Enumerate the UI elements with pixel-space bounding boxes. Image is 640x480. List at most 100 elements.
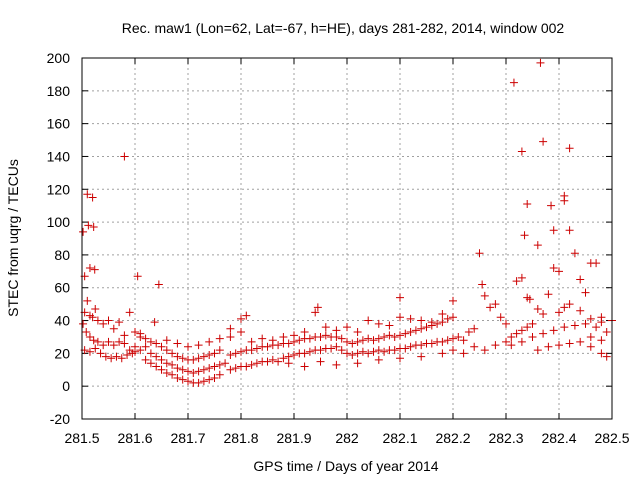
data-point bbox=[396, 293, 404, 302]
data-point bbox=[396, 331, 404, 340]
data-point bbox=[221, 359, 230, 368]
data-point bbox=[88, 193, 97, 202]
data-point bbox=[247, 346, 256, 355]
data-point bbox=[533, 346, 542, 355]
data-point bbox=[168, 349, 177, 358]
data-point bbox=[290, 351, 298, 360]
data-point bbox=[523, 293, 532, 302]
data-point bbox=[205, 337, 214, 346]
data-point bbox=[91, 344, 100, 353]
data-point bbox=[570, 321, 579, 330]
data-point bbox=[146, 359, 155, 368]
data-point bbox=[369, 336, 378, 345]
data-point bbox=[528, 332, 537, 341]
data-point bbox=[189, 355, 198, 364]
data-point bbox=[358, 347, 367, 356]
data-point bbox=[337, 334, 346, 343]
x-tick-label: 282.5 bbox=[594, 430, 629, 446]
data-point bbox=[104, 316, 113, 325]
x-tick-label: 282.2 bbox=[435, 430, 470, 446]
data-point bbox=[194, 341, 203, 350]
data-point bbox=[178, 365, 187, 374]
data-point bbox=[533, 305, 542, 314]
data-point bbox=[279, 332, 288, 341]
data-point bbox=[528, 319, 537, 328]
data-point bbox=[152, 352, 161, 361]
data-point bbox=[274, 341, 283, 350]
data-point bbox=[422, 323, 431, 332]
data-point bbox=[502, 337, 510, 346]
data-point bbox=[178, 354, 187, 363]
data-point bbox=[565, 226, 574, 235]
data-point bbox=[91, 305, 100, 314]
data-point bbox=[385, 331, 394, 340]
data-point bbox=[96, 349, 105, 358]
data-point bbox=[210, 373, 219, 382]
data-point bbox=[99, 319, 108, 328]
data-point bbox=[189, 369, 198, 378]
data-point bbox=[517, 326, 526, 335]
chart-title: Rec. maw1 (Lon=62, Lat=-67, h=HE), days … bbox=[122, 20, 565, 36]
data-point bbox=[549, 226, 558, 235]
data-point bbox=[417, 316, 426, 325]
data-point bbox=[79, 227, 88, 236]
data-point bbox=[565, 300, 574, 309]
data-point bbox=[536, 58, 545, 67]
data-point bbox=[141, 342, 150, 351]
x-tick-label: 281.7 bbox=[170, 430, 205, 446]
data-point bbox=[417, 324, 426, 333]
data-point bbox=[478, 280, 487, 289]
data-point bbox=[321, 331, 330, 340]
data-point bbox=[305, 347, 314, 356]
data-point bbox=[353, 328, 362, 337]
data-point bbox=[539, 309, 548, 318]
plot-frame bbox=[81, 57, 613, 420]
data-point bbox=[268, 336, 277, 345]
data-point bbox=[141, 334, 150, 343]
data-point bbox=[364, 316, 373, 325]
data-point bbox=[523, 323, 532, 332]
data-point bbox=[555, 308, 563, 317]
data-point bbox=[237, 314, 245, 323]
data-point bbox=[146, 337, 155, 346]
data-point bbox=[581, 319, 590, 328]
y-tick-label: 40 bbox=[54, 313, 70, 329]
data-point bbox=[99, 341, 108, 350]
data-point bbox=[602, 352, 611, 361]
data-point bbox=[539, 137, 548, 146]
data-point bbox=[332, 326, 341, 335]
data-point bbox=[406, 328, 415, 337]
data-point bbox=[449, 334, 457, 343]
data-point bbox=[300, 349, 309, 358]
data-point bbox=[205, 351, 214, 360]
data-point bbox=[226, 332, 235, 341]
data-point bbox=[123, 351, 132, 360]
data-point bbox=[247, 360, 256, 369]
data-point bbox=[470, 342, 479, 351]
data-point bbox=[157, 342, 166, 351]
data-point bbox=[93, 337, 102, 346]
data-point bbox=[162, 346, 171, 355]
data-point bbox=[231, 364, 240, 373]
data-point bbox=[313, 303, 322, 312]
data-point bbox=[237, 328, 245, 337]
data-point bbox=[348, 351, 357, 360]
data-point bbox=[470, 324, 479, 333]
data-point bbox=[327, 344, 336, 353]
data-point bbox=[459, 349, 468, 358]
data-point bbox=[449, 296, 457, 305]
data-point bbox=[438, 337, 447, 346]
data-point bbox=[316, 332, 325, 341]
data-point bbox=[406, 342, 415, 351]
data-point bbox=[544, 342, 553, 351]
x-tick-label: 282 bbox=[335, 430, 359, 446]
data-point bbox=[109, 324, 118, 333]
data-point bbox=[85, 347, 94, 356]
data-point bbox=[89, 223, 98, 232]
data-point bbox=[385, 321, 394, 330]
data-point bbox=[316, 357, 325, 366]
data-point bbox=[205, 375, 214, 384]
data-point bbox=[237, 347, 245, 356]
data-point bbox=[332, 342, 341, 351]
